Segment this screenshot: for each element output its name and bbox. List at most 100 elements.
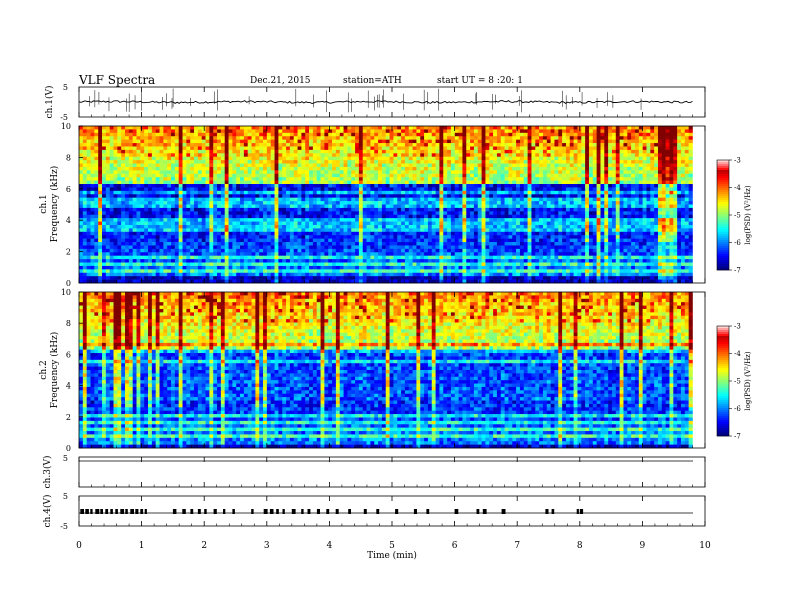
- spectrogram-cell: [117, 163, 122, 168]
- spectrogram-cell: [596, 190, 601, 195]
- spectrogram-cell: [470, 136, 475, 140]
- spectrogram-cell: [286, 149, 291, 154]
- spectrogram-cell: [477, 221, 482, 226]
- spectrogram-cell: [251, 170, 256, 175]
- spectrogram-cell: [335, 170, 341, 175]
- spectrogram-cell: [320, 143, 325, 147]
- spectrogram-cell: [121, 221, 126, 226]
- spectrogram-cell: [684, 194, 689, 198]
- spectrogram-cell: [650, 184, 655, 188]
- spectrogram-cell: [86, 163, 91, 168]
- spectrogram-cell: [117, 204, 122, 209]
- spectrogram-cell: [224, 143, 229, 147]
- spectrogram-cell: [466, 153, 471, 158]
- spectrogram-cell: [102, 180, 107, 185]
- spectrogram-cell: [381, 211, 387, 216]
- spectrogram-cell: [289, 180, 295, 185]
- spectrogram-cell: [274, 214, 279, 219]
- spectrogram-cell: [247, 190, 252, 195]
- spectrogram-cell: [657, 218, 663, 222]
- spectrogram-cell: [466, 129, 471, 134]
- spectrogram-cell: [661, 211, 666, 216]
- spectrogram-cell: [312, 184, 318, 188]
- spectrogram-cell: [508, 173, 513, 178]
- spectrogram-cell: [527, 153, 532, 158]
- spectrogram-cell: [523, 201, 528, 205]
- spectrogram-cell: [132, 221, 137, 226]
- spectrogram-cell: [220, 194, 225, 198]
- spectrogram-cell: [385, 201, 390, 205]
- spectrogram-cell: [577, 170, 582, 175]
- spectrogram-cell: [454, 187, 459, 192]
- spectrogram-cell: [374, 194, 379, 198]
- spectrogram-cell: [427, 163, 433, 168]
- spectrogram-cell: [458, 166, 463, 171]
- spectrogram-cell: [546, 187, 551, 192]
- spectrogram-cell: [309, 194, 314, 198]
- spectrogram-cell: [485, 201, 490, 205]
- spectrogram-cell: [159, 214, 164, 219]
- spectrogram-cell: [412, 160, 417, 164]
- spectrogram-cell: [596, 143, 601, 147]
- spectrogram-cell: [293, 187, 298, 192]
- spectrogram-cell: [155, 214, 160, 219]
- spectrogram-cell: [424, 146, 429, 151]
- spectrogram-cell: [240, 163, 245, 168]
- spectrogram-cell: [539, 170, 544, 175]
- spectrogram-cell: [558, 204, 563, 209]
- spectrogram-cell: [309, 156, 314, 161]
- spectrogram-cell: [401, 170, 406, 175]
- spectrogram-cell: [397, 190, 402, 195]
- spectrogram-cell: [408, 197, 413, 202]
- spectrogram-cell: [680, 166, 686, 171]
- spectrogram-cell: [546, 177, 551, 181]
- spectrogram-cell: [324, 136, 329, 140]
- spectrogram-cell: [324, 207, 329, 212]
- spectrogram-cell: [657, 204, 663, 209]
- spectrogram-cell: [113, 136, 118, 140]
- spectrogram-cell: [642, 211, 647, 216]
- spectrogram-cell: [627, 136, 632, 140]
- spectrogram-cell: [186, 221, 191, 226]
- spectrogram-cell: [397, 187, 402, 192]
- spectrogram-cell: [263, 126, 268, 130]
- spectrogram-cell: [358, 180, 364, 185]
- spectrogram-cell: [638, 126, 643, 130]
- spectrogram-cell: [224, 170, 229, 175]
- spectrogram-cell: [454, 180, 459, 185]
- spectrogram-cell: [615, 201, 620, 205]
- spectrogram-cell: [634, 194, 640, 198]
- spectrogram-cell: [148, 136, 153, 140]
- spectrogram-cell: [125, 184, 130, 188]
- spectrogram-cell: [500, 146, 505, 151]
- spectrogram-cell: [473, 224, 479, 229]
- spectrogram-cell: [397, 197, 402, 202]
- spectrogram-cell: [228, 149, 233, 154]
- spectrogram-cell: [332, 129, 337, 134]
- spectrogram-cell: [220, 156, 225, 161]
- spectrogram-cell: [496, 214, 502, 219]
- spectrogram-cell: [665, 201, 670, 205]
- spectrogram-cell: [569, 149, 574, 154]
- spectrogram-cell: [144, 163, 149, 168]
- spectrogram-cell: [240, 224, 245, 229]
- spectrogram-cell: [650, 177, 655, 181]
- spectrogram-cell: [527, 197, 532, 202]
- spectrogram-cell: [266, 166, 272, 171]
- spectrogram-cell: [684, 218, 689, 222]
- spectrogram-cell: [171, 224, 176, 229]
- spectrogram-cell: [493, 173, 498, 178]
- spectrogram-cell: [450, 194, 456, 198]
- spectrogram-cell: [312, 143, 318, 147]
- spectrogram-cell: [128, 207, 133, 212]
- spectrogram-cell: [669, 218, 674, 222]
- spectrogram-cell: [105, 160, 110, 164]
- spectrogram-cell: [443, 201, 448, 205]
- spectrogram-cell: [320, 228, 325, 233]
- spectrogram-cell: [328, 170, 333, 175]
- spectrogram-cell: [577, 129, 582, 134]
- spectrogram-cell: [569, 224, 574, 229]
- spectrogram-cell: [366, 190, 371, 195]
- spectrogram-cell: [309, 228, 314, 233]
- spectrogram-cell: [293, 156, 298, 161]
